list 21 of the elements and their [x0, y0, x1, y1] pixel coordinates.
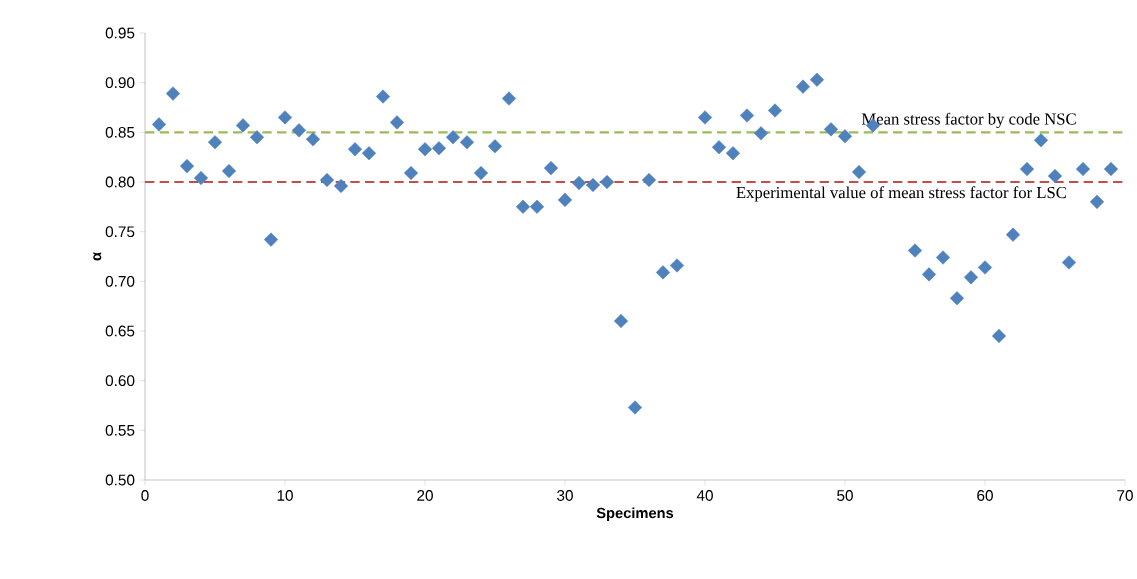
- x-tick-label: 40: [696, 490, 713, 501]
- x-tick-label: 60: [977, 490, 993, 501]
- ref-line-label: Experimental value of mean stress factor for LSC: [736, 186, 1066, 202]
- y-tick-label: 0.60: [105, 375, 135, 387]
- y-tick-label: 0.75: [105, 226, 135, 238]
- x-tick-label: 20: [417, 490, 433, 501]
- y-tick-label: 0.55: [105, 424, 135, 436]
- x-axis-title: Specimens: [596, 507, 674, 522]
- y-axis-title: α: [93, 252, 102, 261]
- x-tick-label: 70: [1117, 490, 1133, 501]
- x-tick-label: 50: [837, 490, 853, 501]
- y-tick-label: 0.90: [105, 77, 135, 89]
- y-tick-label: 0.95: [105, 27, 135, 39]
- x-tick-label: 30: [557, 490, 573, 501]
- y-tick-label: 0.80: [105, 176, 135, 188]
- y-tick-label: 0.70: [105, 275, 135, 287]
- x-tick-label: 0: [141, 490, 149, 501]
- y-tick-label: 0.65: [105, 325, 135, 337]
- y-tick-label: 0.85: [105, 126, 135, 138]
- x-tick-label: 10: [277, 490, 293, 501]
- y-tick-label: 0.50: [105, 474, 135, 486]
